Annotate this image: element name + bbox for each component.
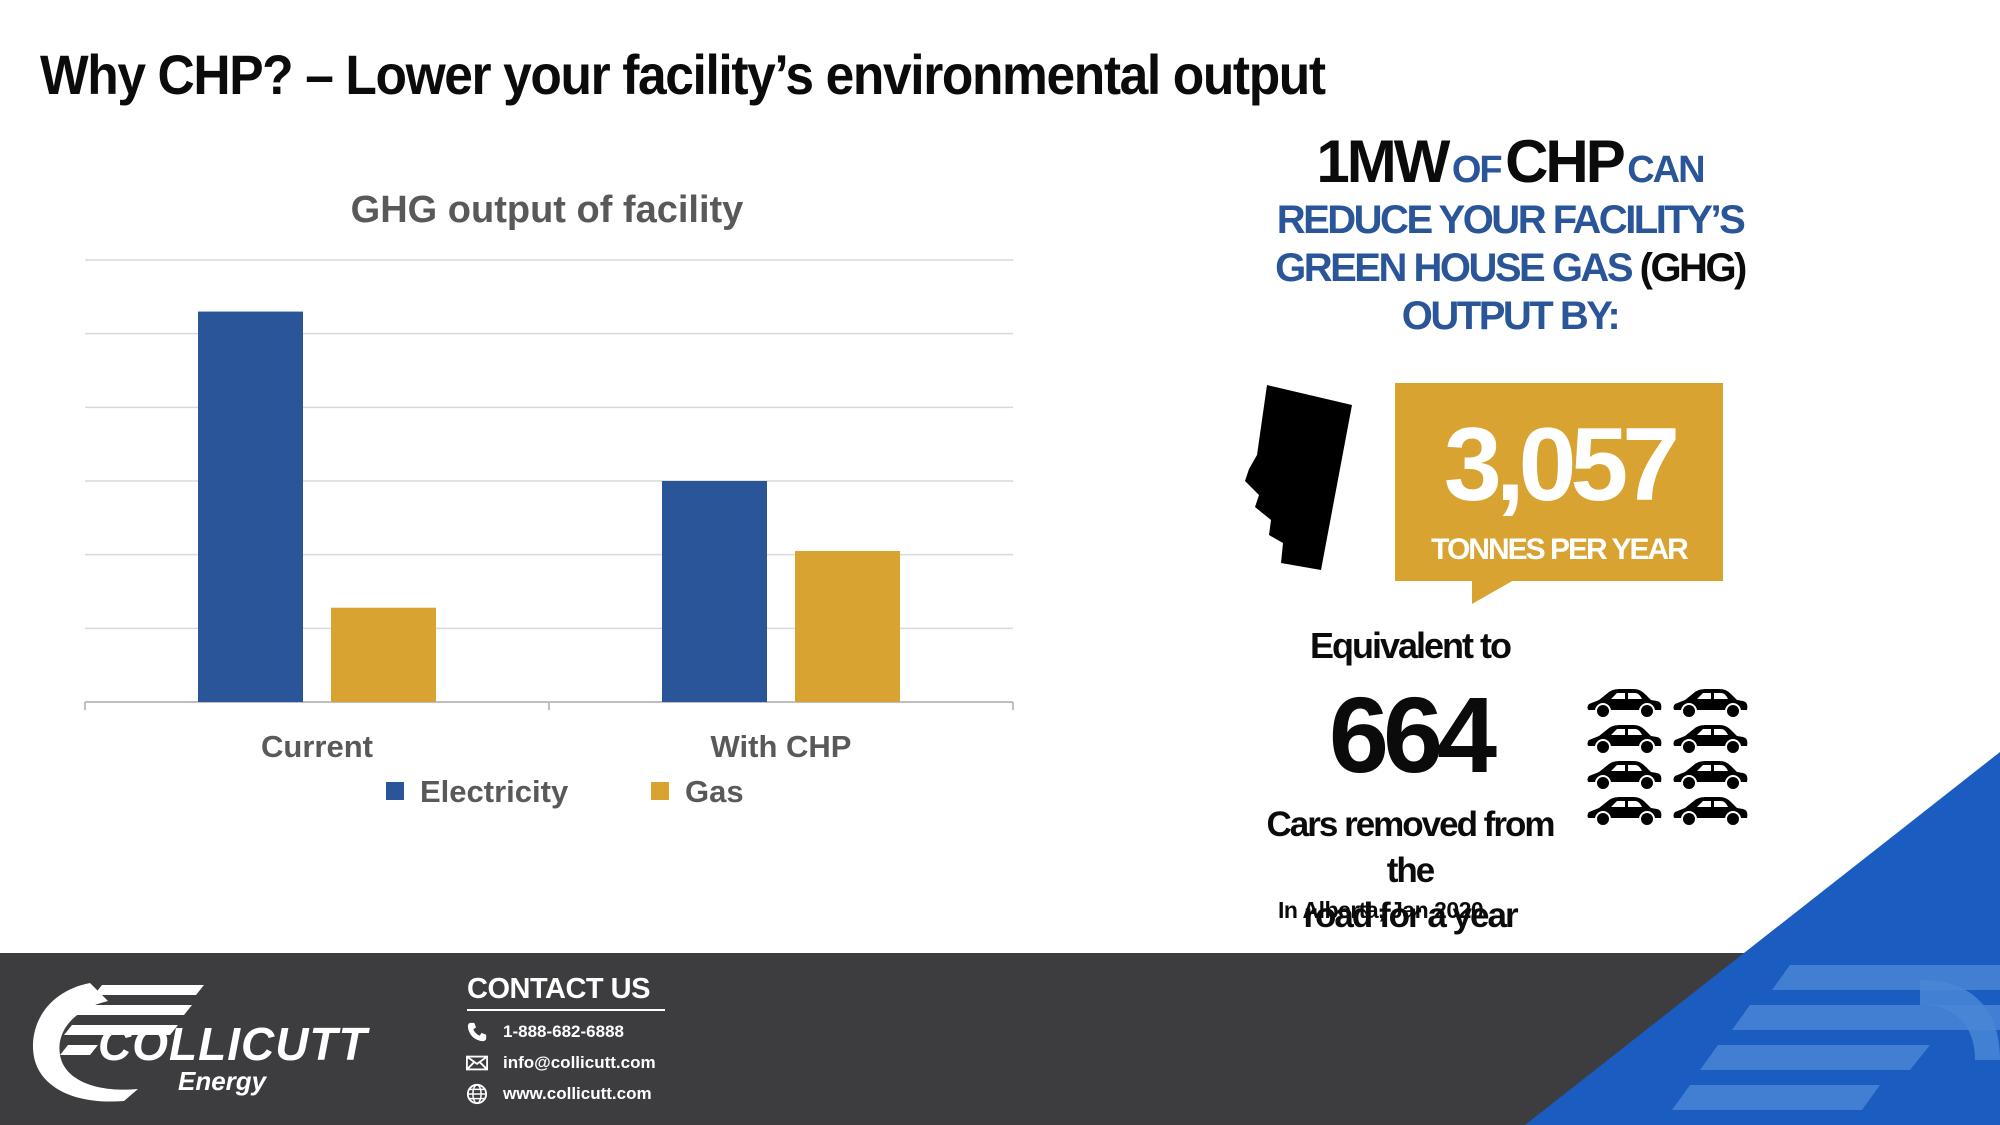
cars-note: In Alberta, Jan 2020 xyxy=(1278,897,1484,923)
headline-line-4: OUTPUT BY: xyxy=(1401,294,1621,338)
car-icon xyxy=(1671,794,1749,828)
contact-email[interactable]: info@collicutt.com xyxy=(465,1052,656,1074)
headline-ghg-text: GREEN HOUSE GAS xyxy=(1275,246,1633,290)
equivalent-label: Equivalent to xyxy=(1309,625,1512,666)
contact-title: CONTACT US xyxy=(467,973,650,1005)
headline-ghg-abbr: (GHG) xyxy=(1639,246,1748,290)
bar-gas-with-chp xyxy=(795,550,900,702)
cars-description-line-1: Cars removed from the xyxy=(1266,805,1556,890)
bar-electricity-current xyxy=(198,311,303,702)
contact-divider xyxy=(467,1009,665,1011)
headline-line-3: GREEN HOUSE GAS (GHG) xyxy=(1245,248,1775,288)
category-label: Current xyxy=(261,729,373,764)
car-icon xyxy=(1671,722,1749,756)
cars-description: Cars removed from the road for a year xyxy=(1240,802,1580,939)
bar-gas-current xyxy=(331,607,436,702)
chart-bars xyxy=(198,311,900,702)
contact-website[interactable]: www.collicutt.com xyxy=(465,1083,652,1105)
legend-label-gas: Gas xyxy=(685,774,744,809)
collicutt-logo: COLLICUTT Energy xyxy=(32,983,371,1102)
cars-count: 664 xyxy=(1328,674,1497,795)
chart-category-labels: Current With CHP xyxy=(261,729,851,764)
cars-description-line-2: road for a year xyxy=(1303,896,1518,935)
phone-icon xyxy=(467,1022,487,1042)
car-icon xyxy=(1585,794,1663,828)
ghg-reduction-unit: TONNES PER YEAR xyxy=(1431,533,1689,566)
ghg-chart: GHG output of facility Current With CHP E… xyxy=(60,180,1040,830)
category-label: With CHP xyxy=(711,729,852,764)
logo-brand-sub: Energy xyxy=(178,1066,268,1096)
legend-swatch-electricity xyxy=(386,782,404,800)
contact-phone[interactable]: 1-888-682-6888 xyxy=(465,1021,624,1043)
ghg-reduction-value: 3,057 xyxy=(1443,407,1680,523)
car-icon xyxy=(1585,722,1663,756)
car-icon xyxy=(1671,686,1749,720)
car-icon xyxy=(1585,758,1663,792)
page-title: Why CHP? – Lower your facility’s environ… xyxy=(40,43,1326,106)
headline-chp: CHP xyxy=(1505,128,1626,195)
contact-phone-text[interactable]: 1-888-682-6888 xyxy=(503,1022,624,1041)
ghg-reduction-callout: 3,057 TONNES PER YEAR xyxy=(1395,383,1723,581)
logo-brand-name: COLLICUTT xyxy=(98,1018,371,1070)
legend-label-electricity: Electricity xyxy=(420,774,569,809)
contact-website-text[interactable]: www.collicutt.com xyxy=(503,1084,652,1103)
headline-of: OF xyxy=(1451,149,1503,191)
bar-electricity-with-chp xyxy=(662,481,767,702)
car-icon xyxy=(1585,686,1663,720)
headline-capacity: 1MW xyxy=(1316,128,1450,195)
envelope-icon xyxy=(466,1055,488,1071)
globe-icon xyxy=(466,1083,488,1105)
car-icon-grid xyxy=(1585,686,1755,831)
headline-line-2: REDUCE YOUR FACILITY’S xyxy=(1276,198,1746,242)
alberta-map-icon xyxy=(1245,385,1352,570)
chart-legend: Electricity Gas xyxy=(386,774,744,809)
headline-can: CAN xyxy=(1627,149,1705,191)
chart-title: GHG output of facility xyxy=(351,189,744,231)
callout-pointer xyxy=(1472,580,1514,604)
ghg-bar-chart: GHG output of facility Current With CHP E… xyxy=(84,189,1014,809)
legend-swatch-gas xyxy=(651,782,669,800)
car-icon xyxy=(1671,758,1749,792)
headline: 1MW OF CHP CAN REDUCE YOUR FACILITY’S GR… xyxy=(1245,132,1775,338)
contact-email-text[interactable]: info@collicutt.com xyxy=(503,1053,656,1072)
